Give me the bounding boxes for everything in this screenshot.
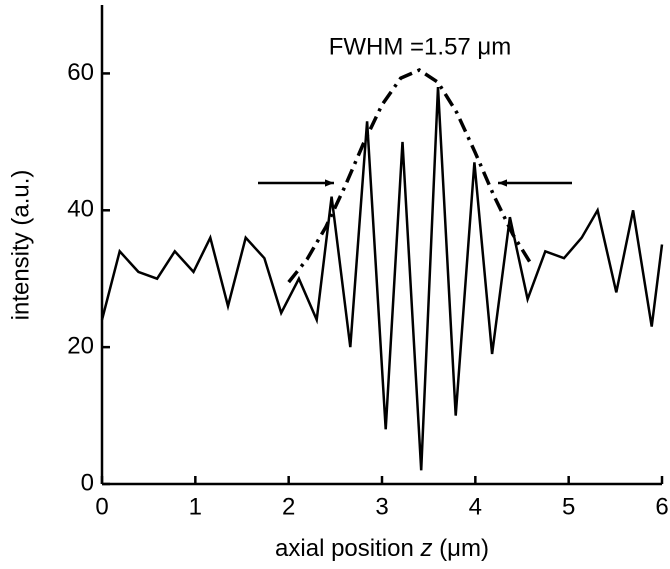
x-tick-label: 1 — [189, 493, 202, 520]
x-tick-label: 3 — [375, 493, 388, 520]
x-tick-label: 5 — [562, 493, 575, 520]
x-label-part: z — [419, 535, 432, 562]
y-tick-label: 60 — [67, 59, 94, 86]
x-tick-label: 4 — [469, 493, 482, 520]
x-label-part: axial position — [275, 535, 420, 562]
x-axis-label: axial position z (μm) — [275, 535, 489, 562]
y-tick-label: 20 — [67, 332, 94, 359]
annotation: FWHM =1.57 μm — [329, 33, 512, 60]
y-axis-label: intensity (a.u.) — [7, 170, 34, 321]
x-tick-label: 6 — [655, 493, 668, 520]
data-line — [287, 68, 533, 284]
data-line — [100, 87, 664, 471]
y-tick-label: 40 — [67, 196, 94, 223]
x-label-part: (μm) — [432, 535, 488, 562]
x-tick-label: 2 — [282, 493, 295, 520]
y-tick-label: 0 — [81, 469, 94, 496]
x-tick-label: 0 — [95, 493, 108, 520]
